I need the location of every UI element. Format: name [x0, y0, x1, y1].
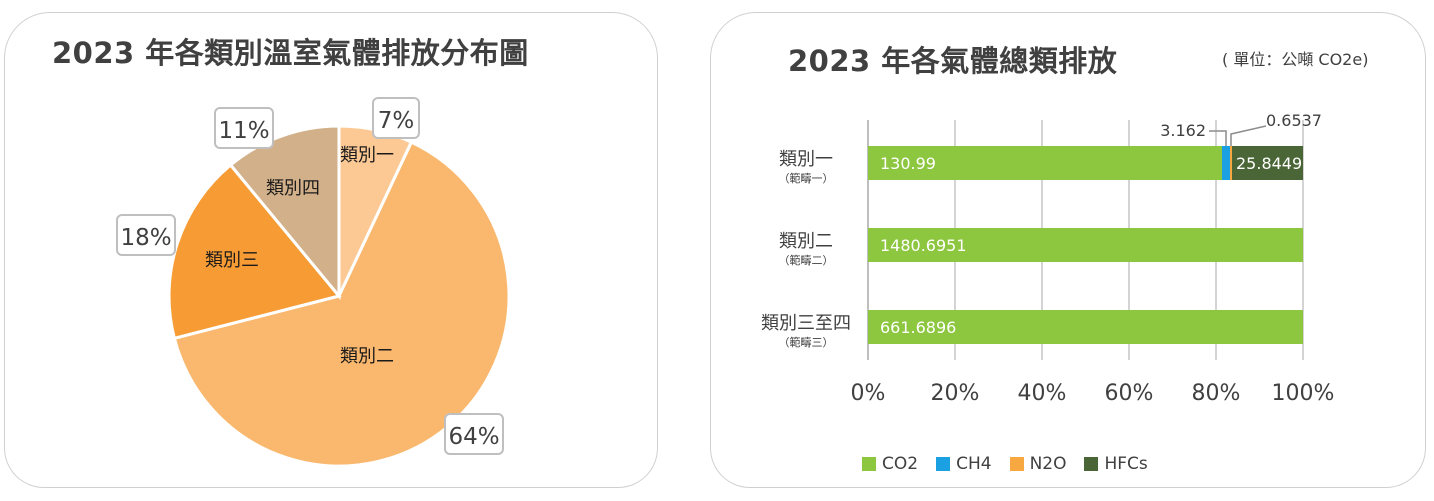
pie-percent-label: 11%	[218, 118, 269, 144]
pie-slice-label: 類別四	[266, 178, 320, 199]
bar-n2o-value-label: 0.6537	[1266, 111, 1322, 130]
pie-slice-label: 類別二	[340, 346, 394, 367]
bar-category-label: 類別三至四	[761, 313, 851, 334]
bar-x-tick-label: 40%	[1018, 381, 1067, 406]
legend-label: HFCs	[1104, 454, 1148, 474]
bar-hfcs-value-label: 25.8449	[1236, 154, 1302, 173]
legend-swatch	[1084, 457, 1099, 471]
bar-co2-value-label: 130.99	[880, 154, 936, 173]
bar-segment-co2	[868, 310, 1303, 344]
bar-x-tick-label: 60%	[1105, 381, 1154, 406]
ch4-callout-line	[1209, 130, 1227, 146]
legend-swatch	[862, 457, 876, 471]
bar-co2-value-label: 661.6896	[880, 318, 956, 337]
legend-item-n2o: N2O	[1009, 454, 1067, 474]
bar-category-sublabel: （範疇三）	[779, 335, 834, 349]
bar-category-sublabel: （範疇一）	[779, 171, 834, 185]
bar-x-tick-label: 0%	[851, 381, 886, 406]
bar-segment-n2o	[1230, 146, 1232, 180]
pie-slice-label: 類別三	[205, 250, 259, 271]
pie-percent-label: 7%	[378, 108, 415, 134]
unit-label: ( 單位：公噸 CO2e)	[1222, 50, 1369, 69]
legend-item-ch4: CH4	[936, 454, 992, 474]
pie-chart-title: 2023 年各類別溫室氣體排放分布圖	[52, 36, 529, 70]
pie-percent-box	[116, 214, 176, 256]
bar-co2-value-label: 1480.6951	[880, 236, 967, 255]
legend-swatch	[936, 457, 951, 471]
pie-percent-box	[444, 413, 504, 455]
bar-x-tick-label: 100%	[1272, 381, 1335, 406]
pie-percent-box	[372, 97, 420, 139]
bar-ch4-value-label: 3.162	[1160, 121, 1206, 140]
pie-percent-label: 64%	[448, 424, 499, 450]
bar-segment-co2	[868, 146, 1222, 180]
bar-category-sublabel: （範疇二）	[779, 253, 834, 267]
legend-label: N2O	[1029, 454, 1067, 474]
bar-legend: CO2 CH4 N2O HFCs	[862, 454, 1148, 474]
bar-segment-ch4	[1222, 146, 1230, 180]
bar-category-label: 類別二	[779, 231, 833, 252]
bar-x-tick-label: 20%	[931, 381, 980, 406]
legend-item-hfcs: HFCs	[1084, 454, 1148, 474]
pie-slice-4	[228, 124, 341, 301]
bar-category-label: 類別一	[779, 149, 833, 170]
legend-label: CH4	[956, 454, 992, 474]
bar-chart-title: 2023 年各氣體總類排放	[788, 44, 1118, 78]
legend-swatch	[1009, 457, 1024, 471]
pie-percent-box	[214, 107, 274, 149]
n2o-callout-line	[1230, 125, 1267, 146]
pie-slice-label: 類別一	[340, 145, 394, 166]
legend-item-co2: CO2	[862, 454, 918, 474]
bar-segment-hfcs	[1232, 146, 1303, 180]
bar-x-tick-label: 80%	[1192, 381, 1241, 406]
legend-label: CO2	[882, 454, 919, 474]
pie-slice-3	[167, 162, 342, 341]
pie-percent-label: 18%	[120, 225, 171, 251]
bar-segment-co2	[868, 228, 1303, 262]
